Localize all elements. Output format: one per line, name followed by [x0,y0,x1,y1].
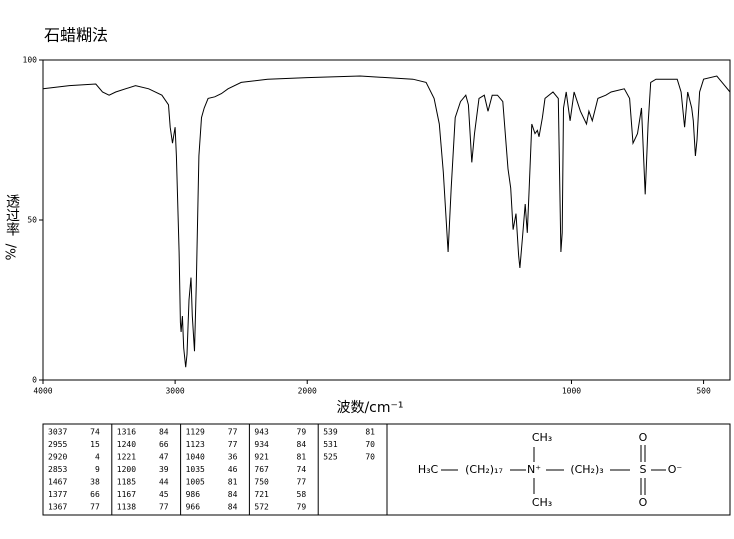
peak-transmittance: 36 [228,453,238,462]
peak-wavenumber: 3037 [48,428,67,437]
peak-wavenumber: 2955 [48,440,67,449]
x-tick-label: 2000 [298,387,317,396]
peak-transmittance: 77 [228,428,238,437]
peak-wavenumber: 572 [254,503,269,512]
atom: CH₃ [532,431,552,444]
peak-wavenumber: 1040 [186,453,205,462]
peak-wavenumber: 1129 [186,428,205,437]
peak-transmittance: 81 [228,478,238,487]
x-tick-label: 3000 [165,387,184,396]
peak-wavenumber: 539 [323,428,338,437]
atom: CH₃ [532,496,552,509]
peak-transmittance: 66 [159,440,169,449]
peak-transmittance: 84 [297,440,307,449]
peak-transmittance: 66 [90,490,100,499]
peak-transmittance: 44 [159,478,169,487]
peak-transmittance: 4 [95,453,100,462]
peak-transmittance: 39 [159,465,169,474]
atom: H₃C [418,463,439,476]
peak-transmittance: 70 [365,440,375,449]
peak-transmittance: 74 [297,465,307,474]
peak-wavenumber: 525 [323,453,338,462]
peak-transmittance: 84 [228,490,238,499]
y-tick-label: 50 [27,216,37,225]
peak-wavenumber: 934 [254,440,269,449]
peak-transmittance: 77 [159,503,169,512]
atom: N⁺ [527,463,541,476]
y-axis-label: 透过率 [4,194,20,236]
peak-transmittance: 81 [297,453,307,462]
peak-wavenumber: 1221 [117,453,136,462]
peak-wavenumber: 721 [254,490,269,499]
peak-transmittance: 84 [228,503,238,512]
y-axis-unit: %/ [5,243,20,260]
structure: H₃C (CH₂)₁₇ N⁺ CH₃ CH₃ (CH₂)₃ S O O O⁻ [418,431,683,509]
peak-wavenumber: 1367 [48,503,67,512]
atom: S [640,463,647,476]
peak-transmittance: 38 [90,478,100,487]
peak-wavenumber: 531 [323,440,338,449]
x-tick-label: 500 [696,387,711,396]
peak-transmittance: 84 [159,428,169,437]
x-tick-label: 1000 [562,387,581,396]
x-tick-label: 4000 [33,387,52,396]
peak-wavenumber: 2853 [48,465,67,474]
plot-frame [42,59,731,381]
peak-wavenumber: 1123 [186,440,205,449]
peak-transmittance: 79 [297,503,307,512]
peak-wavenumber: 1005 [186,478,205,487]
peak-transmittance: 81 [365,428,375,437]
peak-wavenumber: 1035 [186,465,205,474]
peak-transmittance: 77 [228,440,238,449]
peak-transmittance: 79 [297,428,307,437]
peak-transmittance: 45 [159,490,169,499]
peak-wavenumber: 2920 [48,453,67,462]
atom: O [639,431,648,444]
peak-transmittance: 74 [90,428,100,437]
y-tick-label: 100 [23,56,38,65]
peak-wavenumber: 1200 [117,465,136,474]
peak-transmittance: 15 [90,440,100,449]
peak-transmittance: 70 [365,453,375,462]
peak-wavenumber: 1185 [117,478,136,487]
chart-title: 石蜡糊法 [44,26,108,45]
peak-wavenumber: 1377 [48,490,67,499]
peak-wavenumber: 1138 [117,503,136,512]
peak-wavenumber: 1240 [117,440,136,449]
atom: O⁻ [668,463,683,476]
atom: (CH₂)₃ [570,463,603,476]
peak-wavenumber: 1467 [48,478,67,487]
peak-wavenumber: 966 [186,503,201,512]
peak-wavenumber: 986 [186,490,201,499]
peak-transmittance: 77 [297,478,307,487]
peak-wavenumber: 1167 [117,490,136,499]
spectrum-line [42,75,731,368]
x-axis-label: 波数/cm⁻¹ [336,400,403,416]
peak-wavenumber: 1316 [117,428,136,437]
y-tick-label: 0 [32,376,37,385]
peak-wavenumber: 750 [254,478,269,487]
peak-transmittance: 58 [297,490,307,499]
peak-wavenumber: 921 [254,453,269,462]
peak-transmittance: 9 [95,465,100,474]
peak-transmittance: 47 [159,453,169,462]
peak-wavenumber: 943 [254,428,269,437]
peak-transmittance: 77 [90,503,100,512]
peak-wavenumber: 767 [254,465,269,474]
peak-transmittance: 46 [228,465,238,474]
atom: O [639,496,648,509]
atom: (CH₂)₁₇ [465,463,503,476]
